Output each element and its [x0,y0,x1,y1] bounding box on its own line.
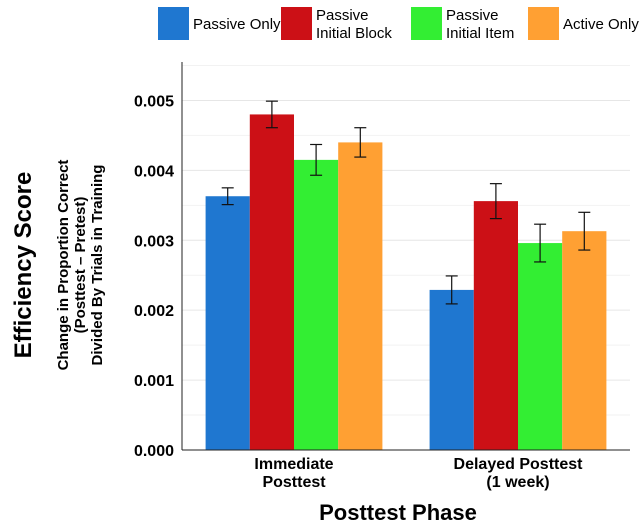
bar-2-0 [294,160,338,450]
y-axis-title: Efficiency Score [10,172,37,359]
bar-1-1 [474,201,518,450]
x-axis-title: Posttest Phase [319,500,477,525]
bar-3-1 [562,231,606,450]
bar-1-0 [250,114,294,450]
legend-swatch [158,7,189,40]
legend-label: Passive Initial Item [446,7,514,42]
y-tick-label: 0.000 [134,443,174,460]
x-category-label: Delayed Posttest (1 week) [454,456,584,491]
y-tick-label: 0.004 [134,163,174,180]
legend-label: Active Only [563,16,639,33]
legend-item: Passive Initial Item [411,7,514,42]
legend-swatch [281,7,312,40]
legend-label: Passive Only [193,16,281,33]
y-axis-subtitle: Change in Proportion Correct(Posttest – … [55,160,106,371]
bar-2-1 [518,243,562,450]
bar-0-1 [430,290,474,450]
legend-swatch [528,7,559,40]
legend-item: Active Only [528,7,639,40]
y-tick-label: 0.003 [134,233,174,250]
legend-item: Passive Only [158,7,281,40]
y-tick-label: 0.001 [134,373,174,390]
bar-0-0 [206,196,250,450]
y-tick-label: 0.002 [134,303,174,320]
legend-item: Passive Initial Block [281,7,392,42]
y-tick-label: 0.005 [134,93,174,110]
x-category-label: Immediate Posttest [254,456,333,491]
legend: Passive Only Passive Initial Block Passive I… [158,7,639,42]
bar-3-0 [338,142,382,450]
legend-swatch [411,7,442,40]
legend-label: Passive Initial Block [316,7,392,42]
bars [206,114,607,450]
